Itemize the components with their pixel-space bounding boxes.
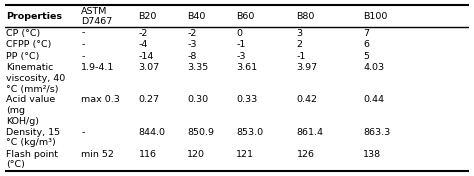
Text: -14: -14 (138, 52, 154, 61)
Text: -2: -2 (187, 29, 197, 37)
Text: B40: B40 (187, 12, 206, 21)
Text: 861.4: 861.4 (296, 128, 323, 137)
Text: 4.03: 4.03 (364, 63, 384, 72)
Text: 3.61: 3.61 (236, 63, 257, 72)
Text: 0.44: 0.44 (364, 95, 384, 104)
Text: -8: -8 (187, 52, 197, 61)
Text: -: - (82, 128, 85, 137)
Text: 120: 120 (187, 150, 205, 159)
Text: 6: 6 (364, 40, 369, 49)
Text: -3: -3 (236, 52, 246, 61)
Text: 0.30: 0.30 (187, 95, 209, 104)
Text: 5: 5 (364, 52, 369, 61)
Text: 138: 138 (364, 150, 382, 159)
Text: Flash point
(°C): Flash point (°C) (6, 150, 58, 169)
Text: 850.9: 850.9 (187, 128, 214, 137)
Text: 3.07: 3.07 (138, 63, 160, 72)
Text: 1.9-4.1: 1.9-4.1 (82, 63, 115, 72)
Text: max 0.3: max 0.3 (82, 95, 120, 104)
Text: 863.3: 863.3 (364, 128, 391, 137)
Text: 844.0: 844.0 (138, 128, 165, 137)
Text: -1: -1 (236, 40, 246, 49)
Text: 0.33: 0.33 (236, 95, 257, 104)
Text: min 52: min 52 (82, 150, 114, 159)
Text: -3: -3 (187, 40, 197, 49)
Text: B20: B20 (138, 12, 157, 21)
Text: B60: B60 (236, 12, 255, 21)
Text: 126: 126 (296, 150, 314, 159)
Text: 3.35: 3.35 (187, 63, 209, 72)
Text: B80: B80 (296, 12, 315, 21)
Text: D7467: D7467 (82, 17, 113, 26)
Text: PP (°C): PP (°C) (6, 52, 39, 61)
Text: CFPP (°C): CFPP (°C) (6, 40, 51, 49)
Text: -: - (82, 29, 85, 37)
Text: 2: 2 (296, 40, 302, 49)
Text: Properties: Properties (6, 12, 62, 21)
Text: Acid value
(mg
KOH/g): Acid value (mg KOH/g) (6, 95, 55, 126)
Text: 7: 7 (364, 29, 369, 37)
Text: Density, 15
°C (kg/m³): Density, 15 °C (kg/m³) (6, 128, 60, 147)
Text: Kinematic
viscosity, 40
°C (mm²/s): Kinematic viscosity, 40 °C (mm²/s) (6, 63, 65, 94)
Text: 0: 0 (236, 29, 242, 37)
Text: ASTM: ASTM (82, 7, 108, 16)
Text: 0.42: 0.42 (296, 95, 318, 104)
Text: 853.0: 853.0 (236, 128, 263, 137)
Text: -: - (82, 40, 85, 49)
Text: -: - (82, 52, 85, 61)
Text: 0.27: 0.27 (138, 95, 160, 104)
Text: -1: -1 (296, 52, 306, 61)
Text: 3: 3 (296, 29, 302, 37)
Text: B100: B100 (364, 12, 388, 21)
Text: -4: -4 (138, 40, 148, 49)
Text: -2: -2 (138, 29, 148, 37)
Text: 121: 121 (236, 150, 254, 159)
Text: 3.97: 3.97 (296, 63, 318, 72)
Text: 116: 116 (138, 150, 156, 159)
Text: CP (°C): CP (°C) (6, 29, 40, 37)
